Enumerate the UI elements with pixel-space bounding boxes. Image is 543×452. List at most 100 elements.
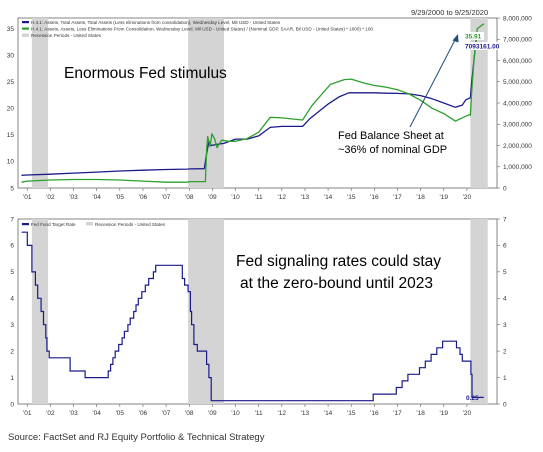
bottom-left-tick-label: 1 bbox=[10, 375, 14, 382]
top-legend-blue-label: H.4.1: Assets, Total Assets, Total Asset… bbox=[31, 20, 281, 25]
top-legend: H.4.1: Assets, Total Assets, Total Asset… bbox=[22, 20, 373, 38]
source-note: Source: FactSet and RJ Equity Portfolio … bbox=[8, 432, 265, 443]
top-x-tick-label: '16 bbox=[370, 194, 379, 201]
bottom-right-tick-label: 6 bbox=[503, 243, 507, 250]
top-x-tick-label: '12 bbox=[278, 194, 287, 201]
annotation-arrow-line bbox=[409, 39, 456, 128]
bottom-left-axis-ticks: 0 1 2 3 4 5 6 7 bbox=[10, 216, 14, 408]
bot-x-tick-label: '19 bbox=[440, 410, 449, 417]
bottom-right-tick-label: 4 bbox=[503, 296, 507, 303]
top-right-tick-label: 4,000,000 bbox=[503, 100, 532, 107]
bot-x-tick-label: '16 bbox=[370, 410, 379, 417]
top-x-tick-label: '15 bbox=[347, 194, 356, 201]
top-legend-swatch-green bbox=[22, 27, 29, 30]
top-legend-recession-label: Recession Periods - United States bbox=[31, 33, 102, 38]
bot-x-tick-label: '10 bbox=[231, 410, 240, 417]
top-x-tick-label: '10 bbox=[231, 194, 240, 201]
blue-value-label: 7093161.00 bbox=[465, 44, 500, 51]
bot-x-tick-label: '01 bbox=[23, 410, 32, 417]
bottom-left-tick-label: 7 bbox=[10, 216, 14, 223]
rate-value-label: 0.25 bbox=[466, 395, 479, 402]
top-x-tick-label: '14 bbox=[324, 194, 333, 201]
top-right-tick-label: 6,000,000 bbox=[503, 58, 532, 65]
top-x-tick-label: '01 bbox=[23, 194, 32, 201]
top-legend-swatch-blue bbox=[22, 21, 29, 24]
bottom-plot-frame bbox=[17, 218, 498, 405]
bot-x-tick-label: '12 bbox=[278, 410, 287, 417]
bot-x-tick-label: '17 bbox=[393, 410, 402, 417]
bottom-legend-recession-label: Recession Periods - United States bbox=[95, 222, 166, 227]
green-value-label: 35.91 bbox=[465, 34, 482, 41]
top-plot-frame bbox=[17, 17, 498, 189]
top-recession-band-2 bbox=[470, 18, 488, 188]
blue-value-label-box bbox=[463, 42, 500, 50]
top-right-tick-label: 5,000,000 bbox=[503, 79, 532, 86]
bot-x-tick-label: '11 bbox=[255, 410, 263, 417]
fed-funds-rate-line bbox=[21, 231, 484, 402]
annotation-arrow-head bbox=[452, 34, 459, 43]
bot-x-tick-label: '02 bbox=[46, 410, 55, 417]
top-date-range: 9/29/2000 to 9/25/2020 bbox=[411, 8, 488, 17]
bot-x-tick-label: '06 bbox=[139, 410, 148, 417]
top-left-tick-label: 5 bbox=[10, 185, 14, 192]
bottom-left-tick-label: 6 bbox=[10, 243, 14, 250]
bottom-right-tick-label: 2 bbox=[503, 348, 507, 355]
top-x-tick-label: '05 bbox=[116, 194, 125, 201]
top-x-tick-label: '06 bbox=[139, 194, 148, 201]
top-left-tick-label: 20 bbox=[7, 106, 15, 113]
top-right-tick-label: 8,000,000 bbox=[503, 15, 532, 22]
rates-annotation-line2: at the zero-bound until 2023 bbox=[240, 275, 433, 292]
bot-x-tick-label: '05 bbox=[116, 410, 125, 417]
bottom-right-tick-label: 0 bbox=[503, 401, 507, 408]
top-legend-swatch-recession bbox=[22, 33, 29, 37]
bottom-left-tick-label: 4 bbox=[10, 296, 14, 303]
top-left-tick-label: 10 bbox=[7, 159, 15, 166]
rates-annotation-line1: Fed signaling rates could stay bbox=[236, 253, 441, 270]
top-x-tick-label: '03 bbox=[69, 194, 78, 201]
bottom-right-tick-label: 7 bbox=[503, 216, 507, 223]
bottom-left-tick-label: 0 bbox=[10, 401, 14, 408]
bottom-x-axis-ticks: '01 '02 '03 '04 '05 '06 '07 '08 '09 '10 '11 '12 '13 '… bbox=[23, 404, 472, 417]
top-x-tick-label: '20 bbox=[463, 194, 472, 201]
bottom-series-lines bbox=[21, 231, 484, 402]
top-right-tick-label: 7,000,000 bbox=[503, 37, 532, 44]
bot-x-tick-label: '20 bbox=[463, 410, 472, 417]
top-x-tick-label: '13 bbox=[301, 194, 310, 201]
balance-sheet-note-line1: Fed Balance Sheet at bbox=[338, 130, 444, 142]
balance-sheet-note-line2: ~36% of nominal GDP bbox=[338, 144, 447, 156]
bot-recession-band-0 bbox=[31, 219, 49, 404]
bottom-left-tick-label: 2 bbox=[10, 348, 14, 355]
bottom-right-tick-label: 1 bbox=[503, 375, 507, 382]
bot-x-tick-label: '18 bbox=[416, 410, 425, 417]
top-x-tick-label: '02 bbox=[46, 194, 55, 201]
fed-total-assets-line bbox=[21, 36, 485, 176]
bot-x-tick-label: '04 bbox=[92, 410, 101, 417]
bottom-legend-swatch-recession bbox=[86, 222, 93, 226]
top-right-axis-ticks: 0 1,000,000 2,000,000 3,000,000 4,000,000 5,0… bbox=[497, 15, 532, 192]
top-legend-green-label: H.4.1: Assets, Assets, Less Eliminations… bbox=[31, 27, 373, 32]
bottom-legend-swatch-rate bbox=[22, 223, 29, 226]
bot-x-tick-label: '13 bbox=[301, 410, 310, 417]
top-x-axis-ticks: '01 '02 '03 '04 '05 '06 '07 '08 '09 '10 '11 '12 '13 '… bbox=[23, 188, 472, 201]
bot-x-tick-label: '08 bbox=[185, 410, 194, 417]
top-x-tick-label: '17 bbox=[393, 194, 402, 201]
bot-x-tick-label: '14 bbox=[324, 410, 333, 417]
top-recession-bands bbox=[31, 18, 488, 188]
top-series-lines bbox=[21, 23, 485, 183]
bot-x-tick-label: '09 bbox=[208, 410, 217, 417]
bottom-right-tick-label: 3 bbox=[503, 322, 507, 329]
top-x-tick-label: '08 bbox=[185, 194, 194, 201]
top-right-tick-label: 0 bbox=[503, 185, 507, 192]
bottom-legend: Fed Fund Target Rate Recession Periods -… bbox=[22, 222, 166, 227]
bot-x-tick-label: '07 bbox=[162, 410, 171, 417]
top-x-tick-label: '09 bbox=[208, 194, 217, 201]
bottom-left-tick-label: 5 bbox=[10, 269, 14, 276]
bot-x-tick-label: '15 bbox=[347, 410, 356, 417]
bottom-right-axis-ticks: 0 1 2 3 4 5 6 7 bbox=[497, 216, 507, 408]
top-panel: 5 10 15 20 25 30 35 0 1,000,000 2,000,000 3,000,0… bbox=[7, 8, 533, 201]
top-left-tick-label: 15 bbox=[7, 132, 15, 139]
top-right-tick-label: 3,000,000 bbox=[503, 122, 532, 129]
bot-x-tick-label: '03 bbox=[69, 410, 78, 417]
